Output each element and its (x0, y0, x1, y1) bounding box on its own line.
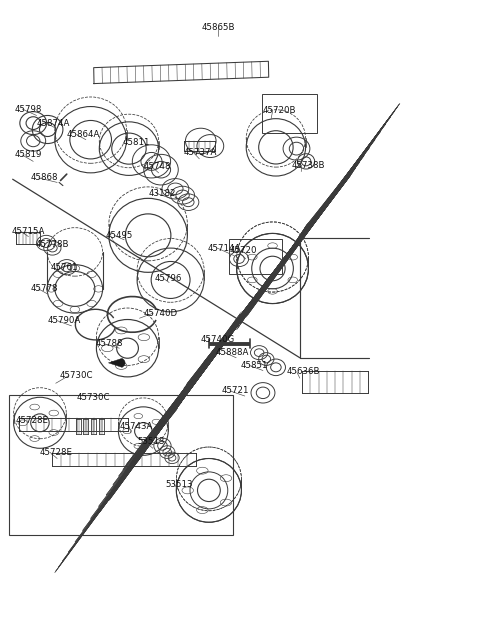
Text: 45819: 45819 (14, 151, 41, 160)
Text: 45798: 45798 (14, 105, 41, 114)
Text: 45720B: 45720B (263, 106, 297, 115)
Text: 43182: 43182 (148, 189, 176, 197)
Text: 45748: 45748 (144, 162, 171, 171)
Text: 53513: 53513 (137, 438, 165, 447)
Text: 45864A: 45864A (67, 130, 100, 139)
Text: 45730C: 45730C (76, 393, 110, 402)
Text: 45778: 45778 (30, 284, 58, 293)
Text: 45874A: 45874A (36, 119, 70, 128)
Text: 45728E: 45728E (16, 416, 49, 425)
Text: 53513: 53513 (166, 479, 193, 488)
Text: 45738B: 45738B (292, 160, 325, 170)
Text: 45778B: 45778B (35, 240, 69, 249)
Text: 45790A: 45790A (48, 316, 81, 325)
Text: 45636B: 45636B (287, 367, 321, 376)
Text: 45740G: 45740G (201, 335, 235, 344)
Text: 45720: 45720 (229, 246, 257, 255)
Text: 45715A: 45715A (11, 227, 45, 236)
Text: 45728E: 45728E (40, 448, 73, 457)
Text: 45737A: 45737A (183, 148, 217, 157)
Text: 45495: 45495 (106, 231, 133, 240)
Text: 45811: 45811 (123, 138, 150, 147)
Text: 45761: 45761 (51, 263, 78, 272)
Polygon shape (108, 358, 125, 367)
Text: 45721: 45721 (222, 387, 249, 396)
Text: 45788: 45788 (96, 339, 123, 348)
Text: 45714A: 45714A (207, 243, 241, 252)
Text: 45865B: 45865B (202, 23, 235, 32)
Text: 45740D: 45740D (144, 309, 178, 318)
Text: 45743A: 45743A (120, 422, 153, 431)
Text: 45730C: 45730C (59, 371, 93, 380)
Text: 45796: 45796 (155, 273, 182, 282)
Text: 45888A: 45888A (215, 348, 249, 357)
Text: 45868: 45868 (30, 173, 58, 183)
Text: 45851: 45851 (241, 361, 268, 370)
